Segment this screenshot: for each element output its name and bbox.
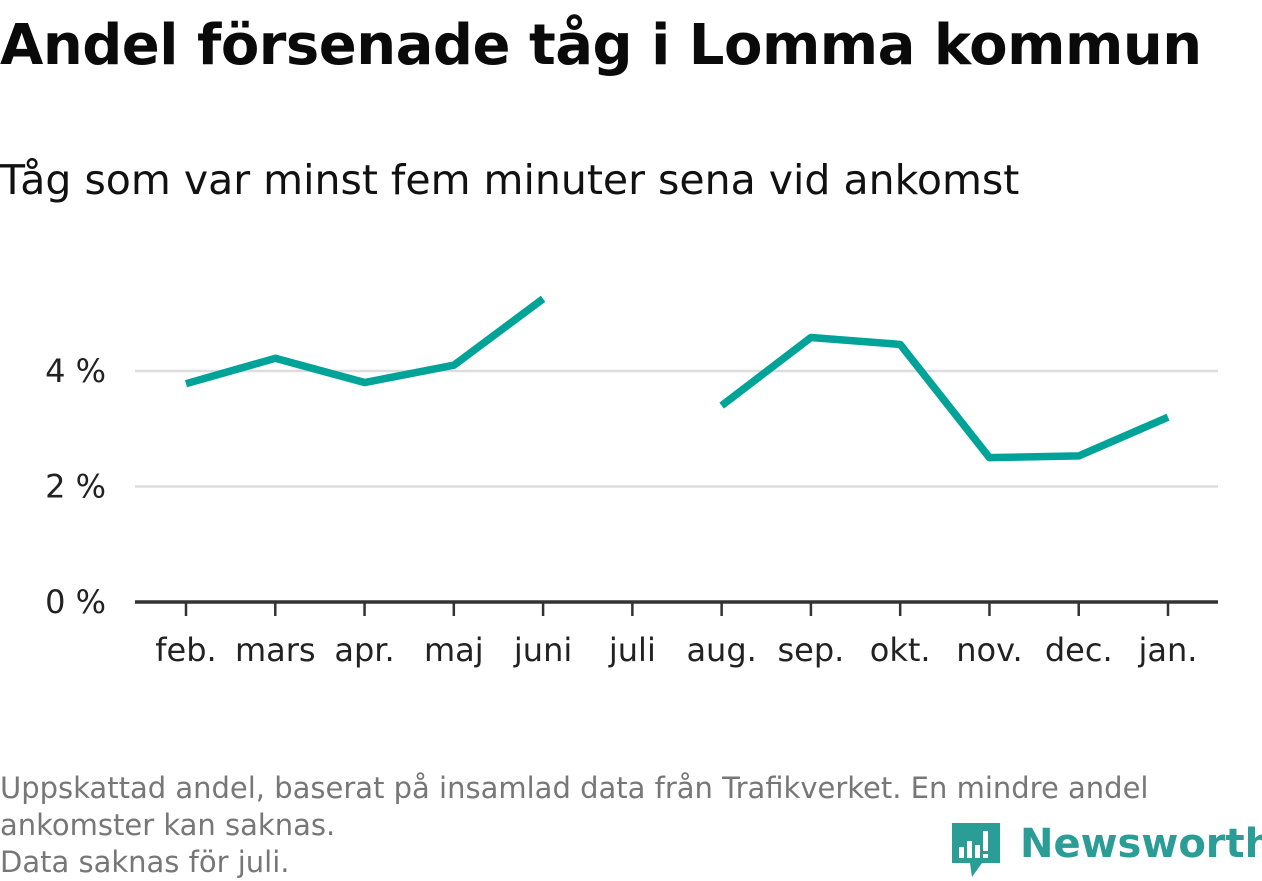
x-tick-label: feb.	[155, 631, 216, 669]
x-tick-label: mars	[235, 631, 316, 669]
x-tick-label: juni	[513, 631, 572, 669]
footer-note-line-3: Data saknas för juli.	[0, 845, 290, 879]
footer-note: Uppskattad andel, baserat på insamlad da…	[0, 770, 1250, 881]
series-line-segment-2	[719, 333, 1170, 462]
x-tick-label: okt.	[870, 631, 931, 669]
line-chart: 0 % 2 % 4 % feb. mars apr. maj juni juli aug. sep…	[45, 295, 1218, 669]
x-tick-label: juli	[608, 631, 656, 669]
y-tick-labels: 0 % 2 % 4 %	[45, 352, 106, 621]
footer-note-line-1: Uppskattad andel, baserat på insamlad da…	[0, 771, 1149, 805]
x-tick-label: apr.	[334, 631, 394, 669]
x-tick-label: nov.	[956, 631, 1022, 669]
x-tick-label: dec.	[1045, 631, 1113, 669]
bar-chart-speech-bubble-icon	[952, 823, 1000, 877]
newsworthy-logo: Newsworthy	[950, 819, 1262, 879]
x-tick-label: maj	[424, 631, 484, 669]
series-line-segment-1	[184, 295, 546, 388]
x-axis	[135, 600, 1218, 616]
footer-note-line-2: ankomster kan saknas.	[0, 808, 336, 842]
y-tick-label: 2 %	[45, 468, 106, 506]
x-tick-labels: feb. mars apr. maj juni juli aug. sep. okt. nov. d…	[155, 631, 1197, 669]
x-tick-label: sep.	[777, 631, 844, 669]
gridlines	[135, 369, 1218, 488]
logo-text: Newsworthy	[1020, 821, 1262, 867]
x-tick-label: jan.	[1138, 631, 1198, 669]
series-lines	[184, 295, 1170, 462]
y-tick-label: 4 %	[45, 352, 106, 390]
x-tick-label: aug.	[686, 631, 756, 669]
chart-subtitle: Tåg som var minst fem minuter sena vid a…	[0, 156, 1020, 204]
y-tick-label: 0 %	[45, 583, 106, 621]
chart-title: Andel försenade tåg i Lomma kommun	[0, 13, 1202, 78]
